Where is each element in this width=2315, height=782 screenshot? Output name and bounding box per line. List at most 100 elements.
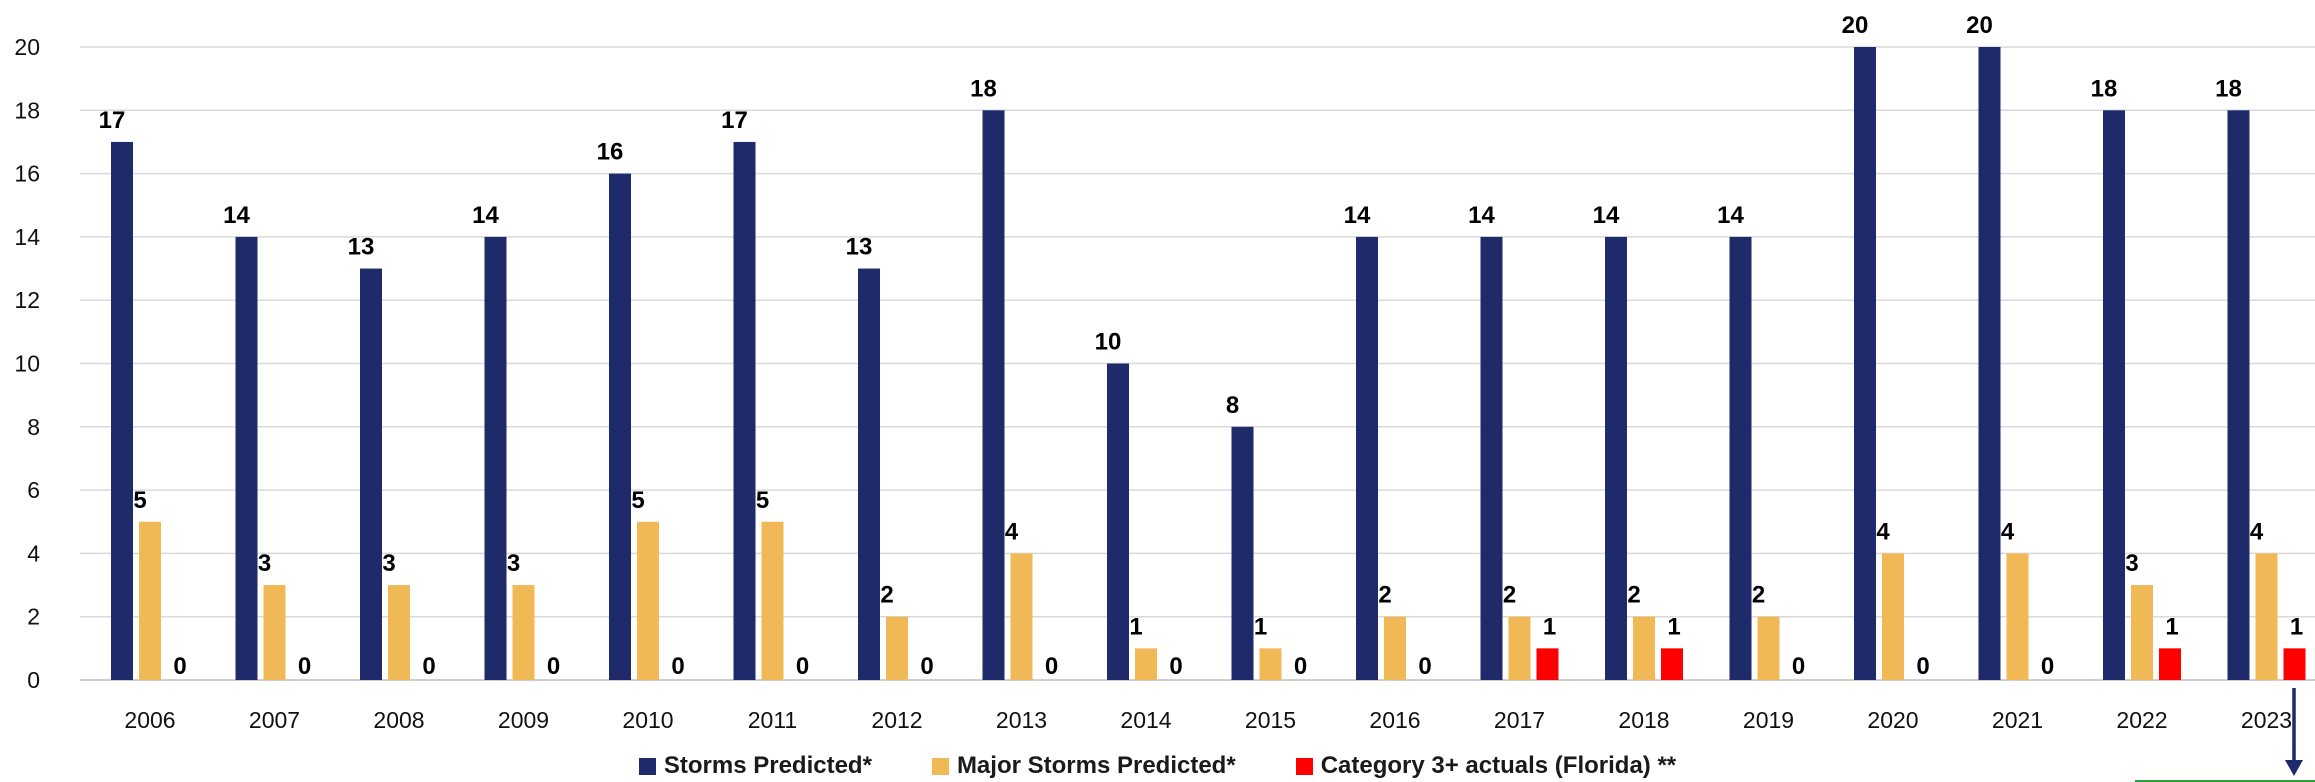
- data-label: 1: [2165, 613, 2178, 640]
- data-label: 2: [880, 582, 893, 609]
- bar: [2283, 648, 2306, 680]
- data-label: 0: [547, 653, 560, 680]
- x-tick-label: 2010: [622, 707, 673, 733]
- x-tick-label: 2019: [1743, 707, 1794, 733]
- y-tick-label: 20: [14, 34, 40, 60]
- x-tick-label: 2023: [2241, 707, 2292, 733]
- bar: [2006, 553, 2029, 680]
- data-label: 5: [631, 487, 644, 514]
- bar: [1729, 236, 1752, 680]
- data-label: 3: [2125, 550, 2138, 577]
- data-label: 2: [1752, 582, 1765, 609]
- bar: [1480, 236, 1503, 680]
- bar: [2255, 553, 2278, 680]
- x-tick-label: 2014: [1120, 707, 1171, 733]
- data-label: 1: [2290, 613, 2303, 640]
- bar: [761, 521, 784, 680]
- legend-swatch-major-storms-predicted: [931, 757, 949, 775]
- bar: [1508, 616, 1531, 680]
- y-tick-label: 6: [27, 477, 40, 503]
- bar: [139, 521, 161, 680]
- data-label: 17: [99, 107, 126, 134]
- data-label: 0: [422, 653, 435, 680]
- data-label: 14: [1717, 202, 1744, 229]
- data-label: 20: [1842, 12, 1869, 39]
- data-label: 0: [920, 653, 933, 680]
- y-tick-label: 18: [14, 97, 40, 123]
- data-label: 0: [173, 653, 186, 680]
- data-label: 8: [1226, 392, 1239, 419]
- legend-item-category-3-actuals: Category 3+ actuals (Florida) **: [1295, 752, 1677, 780]
- data-label: 0: [671, 653, 684, 680]
- data-label: 10: [1095, 329, 1122, 356]
- bar: [1854, 47, 1876, 680]
- bar: [1231, 426, 1254, 680]
- x-tick-label: 2016: [1369, 707, 1420, 733]
- bar: [1259, 648, 1282, 680]
- x-tick-label: 2020: [1867, 707, 1918, 733]
- legend-label-storms-predicted: Storms Predicted*: [663, 752, 872, 779]
- data-label: 17: [721, 107, 748, 134]
- bars-layer: [111, 47, 2306, 681]
- bar: [1010, 553, 1033, 680]
- data-label: 18: [2091, 75, 2118, 102]
- legend: Storms Predicted* Major Storms Predicted…: [0, 752, 2315, 780]
- x-tick-label: 2018: [1618, 707, 1669, 733]
- data-label: 0: [1916, 653, 1929, 680]
- data-label: 5: [133, 487, 146, 514]
- x-tick-label: 2015: [1245, 707, 1296, 733]
- x-tick-label: 2011: [748, 707, 797, 733]
- bar: [1536, 648, 1559, 680]
- bar: [637, 521, 659, 680]
- x-tick-label: 2009: [498, 707, 549, 733]
- y-tick-label: 4: [27, 540, 40, 566]
- bar: [1978, 47, 2001, 680]
- bar: [1633, 616, 1655, 680]
- data-label: 1: [1667, 613, 1680, 640]
- legend-label-category-3-actuals: Category 3+ actuals (Florida) **: [1320, 752, 1677, 779]
- decor-layer: [2135, 688, 2315, 782]
- data-label: 0: [1294, 653, 1307, 680]
- data-label: 18: [2215, 75, 2242, 102]
- bar: [858, 268, 880, 680]
- bar: [1882, 553, 1904, 680]
- data-label: 0: [1792, 653, 1805, 680]
- bar: [2159, 648, 2181, 680]
- legend-swatch-storms-predicted: [638, 757, 656, 775]
- data-label: 18: [970, 75, 997, 102]
- data-label: 0: [2041, 653, 2054, 680]
- data-label: 5: [756, 487, 769, 514]
- bar: [388, 585, 410, 680]
- data-label: 3: [382, 550, 395, 577]
- x-tick-label: 2006: [124, 707, 175, 733]
- bar: [235, 236, 258, 680]
- legend-item-storms-predicted: Storms Predicted*: [638, 752, 872, 780]
- data-label: 0: [1045, 653, 1058, 680]
- bar: [982, 110, 1005, 681]
- bar: [1661, 648, 1683, 680]
- bar: [1135, 648, 1157, 680]
- y-tick-label: 2: [27, 604, 40, 630]
- y-tick-label: 10: [14, 351, 40, 377]
- y-tick-label: 14: [14, 224, 40, 250]
- arrow-down-icon: [2285, 760, 2303, 776]
- bar: [2131, 585, 2153, 680]
- data-label: 2: [1378, 582, 1391, 609]
- bar: [484, 236, 507, 680]
- data-label: 14: [223, 202, 250, 229]
- legend-label-major-storms-predicted: Major Storms Predicted*: [956, 752, 1236, 779]
- data-label: 0: [1418, 653, 1431, 680]
- bar: [1605, 236, 1627, 680]
- x-tick-label: 2022: [2116, 707, 2167, 733]
- data-label: 16: [597, 139, 624, 166]
- bar: [263, 585, 286, 680]
- data-label: 4: [2001, 518, 2015, 545]
- data-label: 2: [1627, 582, 1640, 609]
- data-label: 14: [1468, 202, 1495, 229]
- grid-layer: [80, 46, 2315, 681]
- bar: [2103, 110, 2125, 681]
- legend-swatch-category-3-actuals: [1295, 757, 1313, 775]
- data-label: 4: [2250, 518, 2264, 545]
